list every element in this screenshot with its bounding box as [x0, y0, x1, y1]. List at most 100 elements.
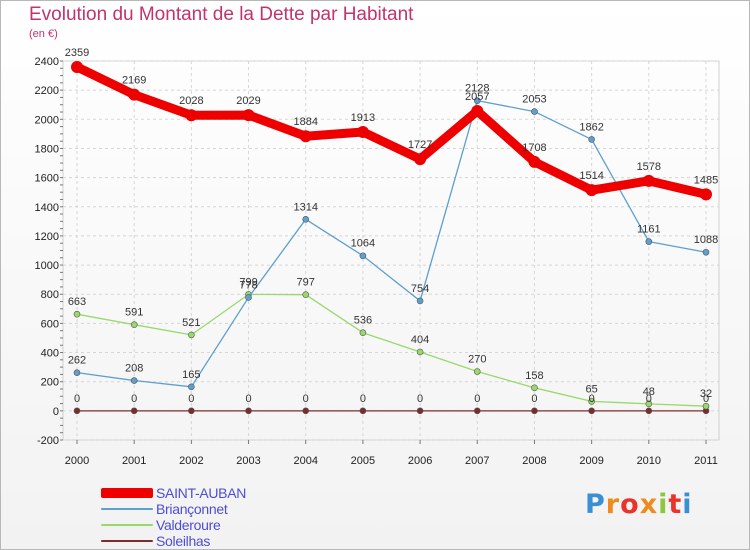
data-label: 1314 [293, 201, 317, 213]
series-line [72, 62, 711, 199]
x-tick-label: 2002 [179, 455, 203, 467]
data-label: 165 [182, 369, 200, 381]
data-label: 0 [245, 393, 251, 405]
data-label: 1727 [408, 139, 432, 151]
data-label: 1708 [522, 142, 546, 154]
y-tick-label: 1400 [35, 202, 59, 214]
series-line [76, 293, 707, 407]
data-point [702, 402, 710, 410]
data-point [359, 407, 367, 415]
chart-title: Evolution du Montant de la Dette par Hab… [29, 4, 414, 25]
data-label: 0 [474, 393, 480, 405]
x-tick-label: 2000 [65, 455, 89, 467]
data-label: 65 [586, 383, 598, 395]
data-label: 1064 [351, 238, 375, 250]
data-label: 262 [68, 355, 86, 367]
y-tick-label: 1600 [35, 173, 59, 185]
y-tick-label: 1000 [35, 260, 59, 272]
proxiti-logo: Proxiti [585, 489, 693, 520]
x-tick-label: 2001 [122, 455, 146, 467]
data-label: 0 [417, 393, 423, 405]
data-label: 663 [68, 296, 86, 308]
data-label: 1884 [293, 116, 317, 128]
legend-label: Valderoure [156, 517, 221, 533]
data-label: 1088 [694, 234, 718, 246]
legend-swatch [101, 488, 153, 498]
legend-swatch [101, 540, 153, 542]
legend-label: SAINT-AUBAN [156, 485, 247, 501]
x-tick-label: 2008 [522, 455, 546, 467]
data-label: 1578 [637, 161, 661, 173]
data-label: 754 [411, 283, 429, 295]
data-point [302, 407, 310, 415]
legend: SAINT-AUBAN Briançonnet Valderoure Solei… [101, 485, 246, 549]
x-tick-label: 2011 [694, 455, 718, 467]
data-point [416, 348, 424, 356]
data-label: 0 [589, 393, 595, 405]
data-point [356, 125, 369, 138]
data-label: 208 [125, 363, 143, 375]
data-label: 2359 [65, 47, 89, 59]
legend-swatch [101, 508, 153, 510]
data-point [473, 97, 481, 104]
data-point [245, 294, 252, 301]
data-label: 1913 [351, 112, 375, 124]
data-point [359, 329, 367, 337]
data-point [188, 331, 195, 339]
data-label: 404 [411, 334, 429, 346]
y-tick-label: 600 [41, 318, 59, 330]
data-label: 270 [468, 353, 486, 365]
legend-item-soleilhas: Soleilhas [101, 533, 246, 549]
data-point [645, 400, 653, 408]
data-label: 797 [297, 277, 315, 289]
data-point [588, 407, 595, 415]
data-point [416, 407, 424, 415]
y-tick-label: 1800 [35, 143, 59, 155]
data-label: 0 [531, 393, 537, 405]
data-label: 1161 [637, 224, 661, 236]
data-label: 158 [525, 370, 543, 382]
data-point [645, 238, 653, 245]
data-label: 0 [74, 393, 80, 405]
data-label: 48 [643, 386, 655, 398]
legend-item-brianconnet: Briançonnet [101, 501, 246, 517]
data-point [73, 407, 81, 415]
data-point [588, 398, 595, 405]
data-point [130, 321, 138, 328]
data-point [416, 297, 424, 305]
legend-item-valderoure: Valderoure [101, 517, 246, 533]
data-label: 0 [360, 393, 366, 405]
data-label: 2053 [522, 94, 546, 106]
x-tick-label: 2009 [579, 455, 603, 467]
series-valderoure [73, 291, 710, 410]
data-label: 778 [239, 279, 257, 291]
data-point [188, 407, 195, 415]
data-label: 1514 [579, 170, 603, 182]
y-tick-label: 2000 [35, 114, 59, 126]
x-tick-label: 2006 [408, 455, 432, 467]
data-point [359, 252, 367, 260]
y-tick-label: 400 [41, 348, 59, 360]
data-point [531, 384, 538, 392]
data-label: 2169 [122, 75, 146, 87]
x-tick-label: 2005 [351, 455, 375, 467]
data-label: 0 [303, 393, 309, 405]
data-label: 2028 [179, 95, 203, 107]
data-point [188, 383, 195, 391]
data-point [645, 407, 653, 415]
legend-item-saint-auban: SAINT-AUBAN [101, 485, 246, 501]
data-point [473, 407, 481, 415]
data-point [245, 407, 252, 415]
data-label: 1862 [579, 121, 603, 133]
data-point [528, 155, 541, 168]
data-point [73, 369, 81, 376]
data-point [242, 109, 255, 122]
data-label: 2128 [465, 83, 489, 95]
data-label: 0 [646, 393, 652, 405]
data-label: 2057 [465, 91, 489, 103]
data-point [414, 153, 427, 166]
data-label: 2029 [236, 95, 260, 107]
y-tick-label: 200 [41, 377, 59, 389]
data-point [130, 407, 138, 415]
